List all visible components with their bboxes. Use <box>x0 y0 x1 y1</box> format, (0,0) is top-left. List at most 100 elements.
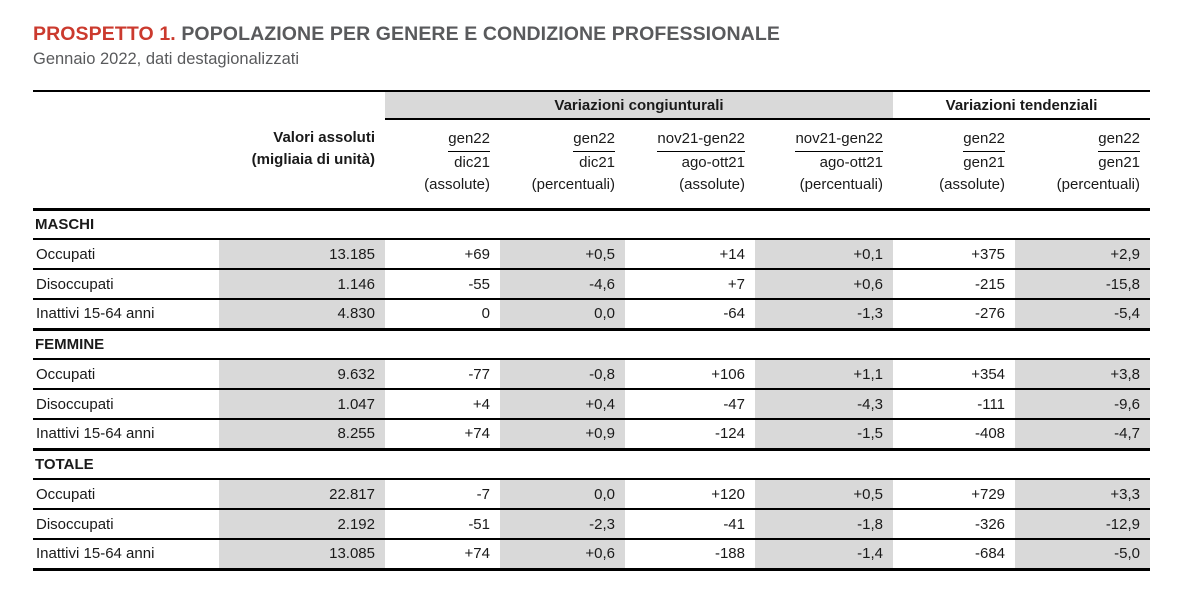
value-cell: +0,6 <box>755 269 894 300</box>
value-cell: -51 <box>385 509 500 540</box>
page-subtitle: Gennaio 2022, dati destagionalizzati <box>33 50 300 68</box>
value-cell: -5,4 <box>1015 299 1151 330</box>
value-cell: -47 <box>625 389 755 420</box>
value-cell: -1,3 <box>755 299 894 330</box>
section-label: TOTALE <box>33 447 1151 480</box>
row-label-cell: Disoccupati <box>33 389 219 420</box>
value-axis-header: Valori assoluti (migliaia di unità) <box>33 119 385 211</box>
value-cell: -4,6 <box>500 269 625 300</box>
data-row-maschi-inattivi: Inattivi 15-64 anni 4.830 0 0,0 -64 -1,3… <box>33 299 1151 330</box>
value-cell: +0,5 <box>755 479 894 510</box>
fraction-unit: (assolute) <box>679 176 745 193</box>
fraction-numerator: gen22 <box>448 128 490 152</box>
value-cell: -1,4 <box>755 539 894 571</box>
value-cell: -55 <box>385 269 500 300</box>
row-label-cell: Disoccupati <box>33 509 219 540</box>
value-cell: +375 <box>893 239 1016 270</box>
fraction-unit: (assolute) <box>424 176 490 193</box>
prospetto-table: Variazioni congiunturali Variazioni tend… <box>33 90 1151 571</box>
fraction-denominator: dic21 <box>454 154 490 171</box>
fraction-unit: (assolute) <box>939 176 1006 193</box>
column-header-nov21gen22-percentuali: nov21-gen22 ago-ott21 (percentuali) <box>755 119 894 211</box>
group-header-spacer <box>33 90 385 119</box>
fraction-numerator: gen22 <box>963 128 1006 152</box>
value-cell: +69 <box>385 239 500 270</box>
fraction-denominator: ago-ott21 <box>819 154 884 171</box>
column-header-gen22-gen21-assolute: gen22 gen21 (assolute) <box>893 119 1016 211</box>
value-axis-header-line2: (migliaia di unità) <box>251 151 375 168</box>
value-cell: 4.830 <box>219 299 385 330</box>
value-cell: 22.817 <box>219 479 385 510</box>
fraction-denominator: ago-ott21 <box>681 154 745 171</box>
row-label-cell: Inattivi 15-64 anni <box>33 419 219 450</box>
value-cell: -684 <box>893 539 1016 571</box>
value-cell: -326 <box>893 509 1016 540</box>
value-cell: -1,8 <box>755 509 894 540</box>
value-cell: -15,8 <box>1015 269 1151 300</box>
data-row-maschi-occupati: Occupati 13.185 +69 +0,5 +14 +0,1 +375 +… <box>33 239 1151 270</box>
row-label-cell: Disoccupati <box>33 269 219 300</box>
page-title: PROSPETTO 1. POPOLAZIONE PER GENERE E CO… <box>33 22 1200 46</box>
row-label-cell: Inattivi 15-64 anni <box>33 299 219 330</box>
value-cell: -215 <box>893 269 1016 300</box>
title-prefix: PROSPETTO 1. <box>33 23 176 45</box>
data-row-femmine-occupati: Occupati 9.632 -77 -0,8 +106 +1,1 +354 +… <box>33 359 1151 390</box>
value-cell: +106 <box>625 359 755 390</box>
value-cell: +0,6 <box>500 539 625 571</box>
value-cell: +74 <box>385 419 500 450</box>
value-cell: 9.632 <box>219 359 385 390</box>
fraction-unit: (percentuali) <box>531 176 615 193</box>
value-cell: +3,3 <box>1015 479 1151 510</box>
value-cell: +74 <box>385 539 500 571</box>
data-row-femmine-inattivi: Inattivi 15-64 anni 8.255 +74 +0,9 -124 … <box>33 419 1151 450</box>
data-row-maschi-disoccupati: Disoccupati 1.146 -55 -4,6 +7 +0,6 -215 … <box>33 269 1151 300</box>
value-cell: +0,4 <box>500 389 625 420</box>
section-row-totale: TOTALE <box>33 447 1151 480</box>
value-cell: -111 <box>893 389 1016 420</box>
section-label: FEMMINE <box>33 327 1151 360</box>
value-cell: +4 <box>385 389 500 420</box>
value-cell: -41 <box>625 509 755 540</box>
value-cell: -12,9 <box>1015 509 1151 540</box>
column-header-gen22-gen21-percentuali: gen22 gen21 (percentuali) <box>1015 119 1151 211</box>
fraction-numerator: nov21-gen22 <box>795 128 884 152</box>
section-label: MASCHI <box>33 207 1151 240</box>
value-cell: +729 <box>893 479 1016 510</box>
data-row-totale-disoccupati: Disoccupati 2.192 -51 -2,3 -41 -1,8 -326… <box>33 509 1151 540</box>
value-cell: 0 <box>385 299 500 330</box>
fraction-numerator: nov21-gen22 <box>657 128 745 152</box>
value-cell: 8.255 <box>219 419 385 450</box>
value-cell: -2,3 <box>500 509 625 540</box>
data-row-femmine-disoccupati: Disoccupati 1.047 +4 +0,4 -47 -4,3 -111 … <box>33 389 1151 420</box>
fraction-unit: (percentuali) <box>799 176 884 193</box>
column-header-row: Valori assoluti (migliaia di unità) gen2… <box>33 119 1151 211</box>
fraction-denominator: gen21 <box>1098 154 1141 171</box>
section-row-maschi: MASCHI <box>33 207 1151 240</box>
value-cell: 0,0 <box>500 299 625 330</box>
column-header-nov21gen22-assolute: nov21-gen22 ago-ott21 (assolute) <box>625 119 755 211</box>
value-cell: -1,5 <box>755 419 894 450</box>
value-cell: +354 <box>893 359 1016 390</box>
value-cell: -0,8 <box>500 359 625 390</box>
value-cell: -276 <box>893 299 1016 330</box>
row-label-cell: Inattivi 15-64 anni <box>33 539 219 571</box>
value-cell: +0,1 <box>755 239 894 270</box>
row-label-cell: Occupati <box>33 239 219 270</box>
column-header-gen22-dic21-assolute: gen22 dic21 (assolute) <box>385 119 500 211</box>
value-cell: +7 <box>625 269 755 300</box>
data-row-totale-inattivi: Inattivi 15-64 anni 13.085 +74 +0,6 -188… <box>33 539 1151 571</box>
title-text: POPOLAZIONE PER GENERE E CONDIZIONE PROF… <box>175 23 780 45</box>
value-cell: +0,5 <box>500 239 625 270</box>
value-cell: -5,0 <box>1015 539 1151 571</box>
value-cell: 2.192 <box>219 509 385 540</box>
value-cell: 13.185 <box>219 239 385 270</box>
fraction-denominator: dic21 <box>579 154 615 171</box>
data-row-totale-occupati: Occupati 22.817 -7 0,0 +120 +0,5 +729 +3… <box>33 479 1151 510</box>
value-cell: +0,9 <box>500 419 625 450</box>
row-label-cell: Occupati <box>33 359 219 390</box>
value-cell: -124 <box>625 419 755 450</box>
group-header-row: Variazioni congiunturali Variazioni tend… <box>33 90 1151 120</box>
value-cell: +3,8 <box>1015 359 1151 390</box>
value-cell: 13.085 <box>219 539 385 571</box>
